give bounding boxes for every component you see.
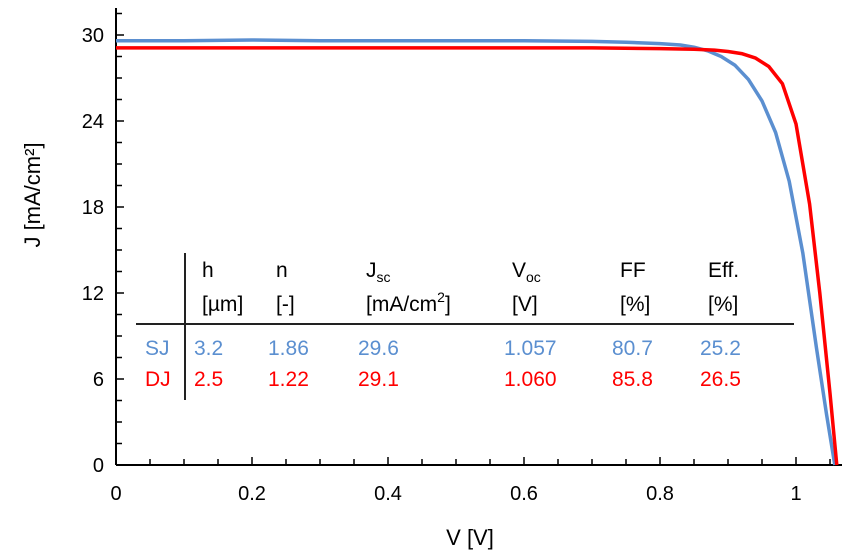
y-tick-label: 0 <box>93 455 104 477</box>
x-tick-label: 1 <box>790 483 801 505</box>
table-header-unit: [mA/cm2] <box>366 289 451 316</box>
table-cell: 1.22 <box>268 368 309 391</box>
x-tick-label: 0 <box>110 483 121 505</box>
series-layer <box>116 38 839 466</box>
series-line-sj <box>116 38 837 466</box>
axes: 0 6 12 18 24 30 0 0.2 0.4 0.6 0.8 1 <box>82 8 842 505</box>
table-cell: 1.86 <box>268 337 309 360</box>
table-cell: 2.5 <box>194 368 223 391</box>
x-tick-label: 0.6 <box>510 483 538 505</box>
y-tick-label: 30 <box>82 25 104 47</box>
table-header-unit: [µm] <box>202 293 243 316</box>
table-header-symbol: Voc <box>512 259 541 285</box>
table-header-unit: [-] <box>276 293 295 316</box>
series-line-dj <box>116 46 839 466</box>
table-cell: 29.6 <box>358 337 399 360</box>
table-row-label: SJ <box>145 337 170 360</box>
table-header-unit: [V] <box>512 293 538 316</box>
x-tick-label: 0.4 <box>374 483 402 505</box>
table-cell: 3.2 <box>194 337 223 360</box>
table-header-symbol: h <box>202 259 214 282</box>
table-header-unit: [%] <box>620 293 650 316</box>
table-header-symbol: FF <box>620 259 646 282</box>
y-tick-label: 12 <box>82 283 104 305</box>
table-cell: 1.057 <box>504 337 557 360</box>
y-tick-label: 18 <box>82 197 104 219</box>
table-header-unit: [%] <box>708 293 738 316</box>
y-tick-label: 6 <box>93 369 104 391</box>
parameter-table: h [µm] n [-] Jsc [mA/cm2] Voc [V] FF [%] Eff. [%] SJ… <box>136 253 794 400</box>
y-tick-label: 24 <box>82 111 104 133</box>
table-row-label: DJ <box>145 368 171 391</box>
table-cell: 80.7 <box>612 337 653 360</box>
table-header-symbol: n <box>276 259 288 282</box>
x-tick-label: 0.2 <box>238 483 266 505</box>
table-cell: 26.5 <box>700 368 741 391</box>
table-header-symbol: Eff. <box>708 259 739 282</box>
table-header-symbol: Jsc <box>366 259 391 285</box>
table-cell: 25.2 <box>700 337 741 360</box>
table-cell: 85.8 <box>612 368 653 391</box>
table-cell: 29.1 <box>358 368 399 391</box>
x-tick-label: 0.8 <box>646 483 674 505</box>
y-axis-label: J [mA/cm²] <box>20 142 45 247</box>
x-axis-label: V [V] <box>446 525 494 550</box>
table-cell: 1.060 <box>504 368 557 391</box>
